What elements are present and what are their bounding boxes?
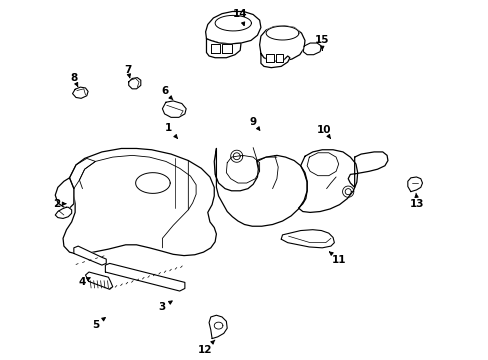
Polygon shape bbox=[55, 207, 72, 219]
Text: 11: 11 bbox=[329, 252, 346, 265]
Text: 5: 5 bbox=[92, 318, 105, 330]
Text: 10: 10 bbox=[317, 125, 331, 138]
Polygon shape bbox=[347, 152, 387, 187]
Polygon shape bbox=[210, 44, 220, 53]
Text: 2: 2 bbox=[53, 199, 66, 209]
Polygon shape bbox=[85, 272, 113, 289]
Polygon shape bbox=[74, 246, 106, 265]
Polygon shape bbox=[209, 315, 227, 338]
Polygon shape bbox=[162, 101, 186, 117]
Text: 12: 12 bbox=[197, 340, 214, 355]
Polygon shape bbox=[105, 264, 184, 291]
Text: 4: 4 bbox=[79, 276, 90, 287]
Polygon shape bbox=[281, 230, 334, 248]
Polygon shape bbox=[261, 53, 289, 68]
Polygon shape bbox=[214, 148, 306, 226]
Polygon shape bbox=[298, 150, 357, 212]
Polygon shape bbox=[275, 54, 283, 62]
Polygon shape bbox=[222, 44, 231, 53]
Polygon shape bbox=[259, 26, 305, 61]
Text: 13: 13 bbox=[409, 193, 424, 209]
Text: 6: 6 bbox=[161, 86, 173, 100]
Polygon shape bbox=[55, 178, 74, 208]
Polygon shape bbox=[205, 12, 261, 44]
Polygon shape bbox=[128, 78, 141, 89]
Text: 8: 8 bbox=[70, 73, 78, 86]
Text: 1: 1 bbox=[165, 123, 177, 138]
Polygon shape bbox=[206, 39, 241, 58]
Polygon shape bbox=[265, 54, 273, 62]
Text: 3: 3 bbox=[159, 301, 172, 312]
Text: 15: 15 bbox=[314, 35, 329, 50]
Polygon shape bbox=[215, 15, 251, 31]
Polygon shape bbox=[63, 148, 216, 256]
Polygon shape bbox=[303, 43, 321, 55]
Text: 7: 7 bbox=[124, 65, 131, 78]
Text: 9: 9 bbox=[249, 117, 259, 130]
Polygon shape bbox=[407, 177, 422, 192]
Polygon shape bbox=[72, 87, 88, 98]
Polygon shape bbox=[265, 26, 298, 40]
Text: 14: 14 bbox=[232, 9, 247, 26]
Polygon shape bbox=[135, 173, 170, 193]
